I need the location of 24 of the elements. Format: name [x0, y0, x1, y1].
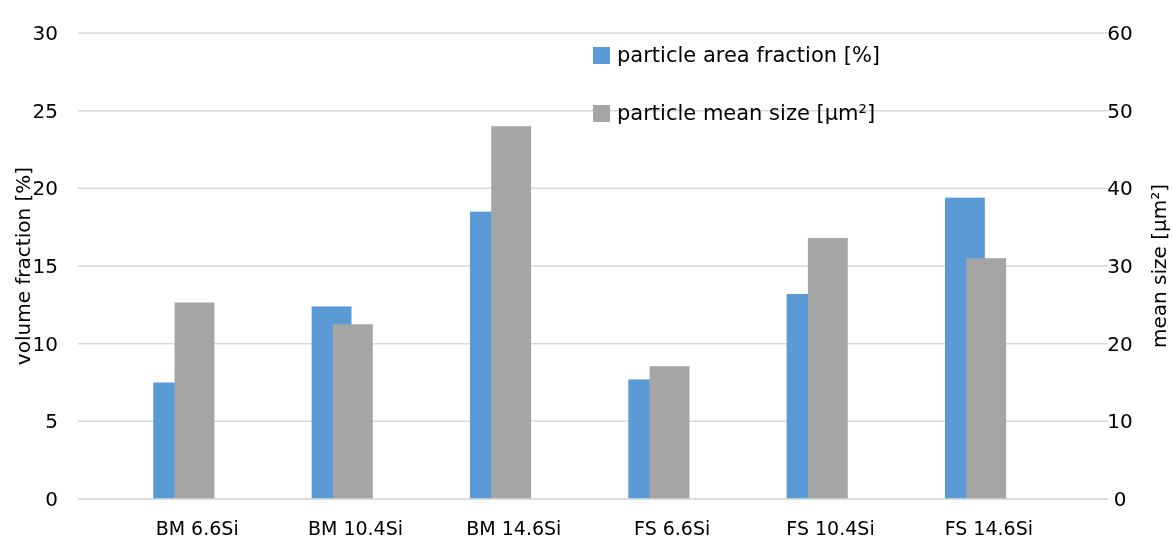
x-tick-label: FS 10.4Si — [786, 517, 875, 539]
y2-tick-label: 20 — [1107, 331, 1133, 356]
y-tick-label: 15 — [32, 254, 58, 278]
x-tick-label: BM 10.4Si — [307, 517, 404, 539]
y2-tick-label: 50 — [1107, 98, 1133, 123]
y-tick-label: 30 — [32, 21, 58, 45]
y-tick-label: 25 — [32, 98, 58, 123]
y2-tick-label: 30 — [1107, 254, 1133, 278]
y2-tick-label: 60 — [1107, 21, 1133, 45]
y-tick-label: 20 — [32, 176, 58, 201]
y-tick-label: 5 — [45, 409, 58, 434]
y2-tick-label: 0 — [1113, 487, 1127, 511]
y-tick-label: 0 — [45, 487, 58, 511]
y2-axis-title: mean size [µm²] — [1147, 183, 1171, 349]
y-axis-title: volume fraction [%] — [11, 166, 35, 366]
y2-tick-label: 40 — [1107, 176, 1133, 201]
x-tick-label: BM 14.6Si — [466, 517, 562, 539]
y2-tick-label: 10 — [1107, 409, 1133, 434]
x-tick-label: FS 14.6Si — [944, 517, 1034, 539]
x-tick-label: BM 6.6Si — [155, 517, 239, 539]
legend-label: particle area fraction [%] — [617, 43, 881, 68]
legend-label: particle mean size [µm²] — [617, 101, 876, 126]
y-tick-label: 10 — [32, 331, 58, 356]
x-tick-label: FS 6.6Si — [634, 517, 711, 539]
